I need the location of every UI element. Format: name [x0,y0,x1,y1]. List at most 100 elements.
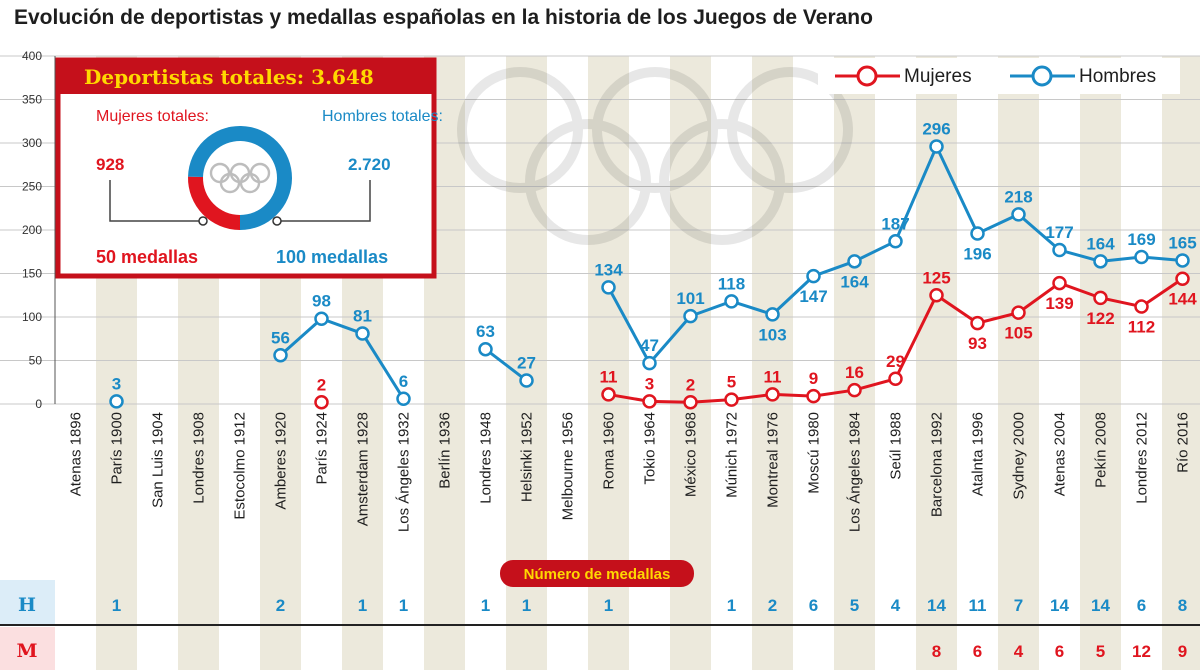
point-hombres [109,394,124,409]
data-label-hombres: 56 [271,328,290,347]
mujeres-medallas-label: 50 medallas [96,247,198,267]
medal-count-hombres: 8 [1178,596,1187,615]
x-tick-label: San Luis 1904 [150,412,167,508]
point-hombres [847,254,862,269]
mujeres-connector-dot [198,216,208,226]
data-label-mujeres: 9 [809,369,818,388]
category-band [916,56,957,670]
x-tick-label: Moscú 1980 [806,412,823,494]
data-label-mujeres: 29 [886,352,905,371]
y-tick-label: 250 [22,180,42,194]
medal-count-mujeres: 4 [1014,642,1024,661]
category-band [1162,56,1200,670]
x-tick-label: París 1924 [314,412,331,485]
hombres-connector-dot [272,216,282,226]
medal-count-hombres: 1 [399,596,408,615]
medal-count-hombres: 14 [927,596,946,615]
data-label-hombres: 165 [1168,233,1196,252]
x-tick-label: París 1900 [109,412,126,485]
data-label-hombres: 81 [353,307,372,326]
medal-count-hombres: 7 [1014,596,1023,615]
totals-donut [187,126,292,230]
point-hombres [806,268,821,284]
legend-hombres-marker [1031,65,1053,87]
x-tick-label: Los Ángeles 1932 [396,412,413,532]
x-tick-label: Londres 2012 [1134,412,1151,504]
point-mujeres [601,387,616,402]
summary-total-title: Deportistas totales: 3.648 [84,65,374,89]
data-label-mujeres: 139 [1045,294,1073,313]
data-label-hombres: 3 [112,374,121,393]
x-tick-label: México 1968 [683,412,700,497]
data-labels: 2 11 3 2 5 11 9 16 29 125 93 105 139 122 112 144 3 56 98 81… [112,119,1197,394]
mujeres-totales-value: 928 [96,155,124,174]
point-hombres [1052,242,1067,258]
legend-mujeres-label: Mujeres [904,66,972,87]
series-hombres-line [279,317,405,400]
y-tick-label: 400 [22,49,42,63]
x-tick-label: Pekín 2008 [1093,412,1110,488]
point-hombres [724,294,739,309]
point-hombres [355,326,370,341]
medal-count-hombres: 2 [768,596,777,615]
data-label-mujeres: 2 [317,375,326,394]
data-label-hombres: 27 [517,354,536,373]
x-tick-label: Sydney 2000 [1011,412,1028,500]
data-label-hombres: 296 [922,119,950,138]
point-mujeres [765,387,780,402]
point-hombres [314,311,329,326]
hombres-connector [277,180,371,222]
x-tick-label: Atenas 1896 [68,412,85,496]
point-hombres [273,348,288,363]
data-label-mujeres: 93 [968,334,987,353]
olympic-rings-watermark-icon [457,67,853,245]
medal-count-mujeres: 12 [1132,642,1151,661]
x-tick-label: Berlín 1936 [437,412,454,489]
x-tick-label: Amberes 1920 [273,412,290,510]
point-mujeres [314,395,329,410]
legend-hombres-label: Hombres [1079,66,1156,87]
mujeres-connector [109,180,203,222]
point-hombres [683,308,698,324]
point-mujeres [970,315,985,331]
row-h-label-bg [0,580,55,624]
data-label-hombres: 47 [640,336,659,355]
point-hombres [765,307,780,322]
medal-count-hombres: 2 [276,596,285,615]
point-hombres [1175,253,1190,268]
category-band [998,56,1039,670]
y-tick-label: 0 [35,397,42,411]
data-label-hombres: 134 [594,260,623,279]
x-tick-label: Montreal 1976 [765,412,782,508]
data-label-hombres: 196 [963,244,991,263]
data-label-mujeres: 3 [645,374,654,393]
point-hombres [929,139,944,154]
medal-count-hombres: 6 [1137,596,1146,615]
row-label-hombres: H [18,594,36,616]
donut-segment-mujeres [187,176,240,230]
medal-count-mujeres: 6 [973,642,982,661]
medal-count-mujeres: 6 [1055,642,1064,661]
category-band [834,56,875,670]
x-tick-label: Atenas 2004 [1052,412,1069,496]
medal-count-hombres: 1 [522,596,531,615]
medals-mujeres-row: 8 6 4 6 5 12 9 [932,642,1187,661]
data-label-mujeres: 122 [1086,309,1114,328]
y-tick-label: 100 [22,310,42,324]
x-tick-label: Londres 1908 [191,412,208,504]
x-tick-label: Roma 1960 [601,412,618,490]
data-label-hombres: 98 [312,292,331,311]
point-mujeres [847,382,862,398]
point-hombres [478,341,493,357]
data-label-mujeres: 11 [600,367,618,386]
summary-header [58,60,434,94]
point-mujeres [683,395,698,410]
series-mujeres [314,271,1190,410]
medal-count-hombres: 1 [727,596,736,615]
point-mujeres [1052,275,1067,291]
data-label-hombres: 63 [476,322,495,341]
medals-hombres-row: 1 2 1 1 1 1 1 1 2 6 5 4 14 11 7 14 14 6 8 [112,596,1187,615]
point-mujeres [1011,305,1026,320]
